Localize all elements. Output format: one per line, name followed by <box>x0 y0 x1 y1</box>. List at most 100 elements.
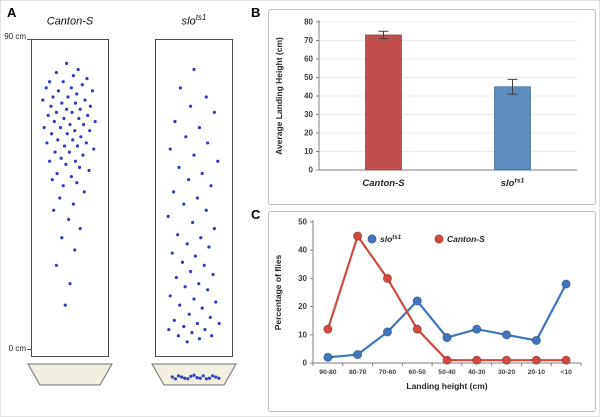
fly-dot <box>204 95 208 99</box>
data-point-slo <box>412 296 422 306</box>
fly-dot <box>65 132 69 136</box>
fly-dot <box>167 327 171 332</box>
panel-a-label: A <box>7 5 17 20</box>
data-point-Canton-S <box>531 355 542 365</box>
fly-dot <box>170 375 174 379</box>
y-tick-label: 50 <box>298 218 307 227</box>
fly-dot <box>210 334 214 338</box>
fly-dot <box>189 269 193 274</box>
fly-dot <box>177 165 181 169</box>
dish-canton-s <box>27 363 113 386</box>
fly-dot <box>178 303 182 307</box>
fly-dot <box>207 245 211 249</box>
x-category-label: Canton-S <box>362 178 405 189</box>
tube-canton-s <box>31 39 109 357</box>
fly-dot <box>68 122 72 127</box>
fly-dot <box>217 321 221 326</box>
fly-dot <box>69 86 73 90</box>
y-axis-title: Average Landing Height (cm) <box>274 37 284 155</box>
fly-dot <box>197 126 202 130</box>
fly-dot <box>62 144 67 148</box>
bar-chart-panel: 0 10 20 30 40 50 60 70 80 Canton-S slots1 Average L… <box>268 9 596 205</box>
tube-outline <box>31 39 109 357</box>
fly-dot <box>170 251 174 255</box>
fly-dot <box>44 86 48 90</box>
x-tick-label: 60-50 <box>409 369 427 376</box>
bar-Canton-S <box>365 34 402 171</box>
y-tick-label: 20 <box>304 129 313 138</box>
data-point-slo <box>323 352 333 363</box>
fly-dot <box>56 89 61 93</box>
tube-title-slo: slots1 <box>155 13 233 28</box>
fly-dot <box>45 141 49 145</box>
fly-dot <box>80 83 84 87</box>
fly-dot <box>173 377 177 381</box>
data-point-Canton-S <box>323 324 333 334</box>
legend-label-Canton-S: Canton-S <box>447 234 485 244</box>
fly-dot <box>58 196 62 200</box>
data-point-slo <box>442 332 452 343</box>
fly-dot <box>67 150 71 154</box>
legend-marker-slo <box>367 234 377 244</box>
fly-dot <box>54 110 58 114</box>
fly-dot <box>63 303 67 307</box>
fly-dot <box>168 294 172 298</box>
fly-dot <box>211 272 215 277</box>
fly-dot <box>78 227 82 231</box>
fly-dot <box>50 132 54 136</box>
y-tick-label: 0 <box>309 166 314 175</box>
fly-dot <box>41 98 45 102</box>
fly-dot <box>212 227 216 231</box>
line-chart-panel: 0 10 20 30 40 50 90-80 80-70 70-60 60-50 50-40 40-3… <box>268 211 596 412</box>
fly-dot <box>189 374 193 378</box>
bar-chart: 0 10 20 30 40 50 60 70 80 Canton-S slots1 Average L… <box>274 18 577 189</box>
fly-dot <box>92 147 96 151</box>
fly-dot <box>172 318 176 322</box>
y-tick-label: 30 <box>298 274 307 283</box>
fly-dot <box>192 373 196 377</box>
data-point-slo <box>382 327 393 337</box>
x-tick-label: 90-80 <box>319 369 337 376</box>
fly-dot <box>88 129 92 133</box>
fly-dot <box>197 282 201 286</box>
scale-0cm-label: 0 cm <box>8 344 26 353</box>
fly-dot <box>200 171 204 176</box>
fly-dot <box>214 300 218 304</box>
fly-dot <box>214 375 218 379</box>
fly-dot <box>84 141 88 145</box>
fly-dot <box>88 104 92 108</box>
fly-dot <box>76 67 80 72</box>
x-tick-label: 40-30 <box>468 369 486 376</box>
fly-dot <box>86 113 90 117</box>
fly-dot <box>52 119 56 124</box>
fly-dot <box>204 208 208 212</box>
fly-dot <box>82 190 86 194</box>
fly-dot <box>189 104 193 108</box>
fly-dot <box>198 376 202 380</box>
fly-dot <box>67 217 71 222</box>
fly-dot <box>77 116 81 121</box>
scale-tick-top <box>27 39 31 40</box>
fly-dot <box>173 119 177 124</box>
fly-dot <box>54 70 58 75</box>
x-category-label: slots1 <box>501 178 525 189</box>
y-tick-label: 0 <box>303 359 308 368</box>
fly-dot <box>65 107 69 111</box>
fly-dot <box>192 297 196 301</box>
data-point-slo <box>472 324 482 334</box>
data-point-Canton-S <box>352 231 363 241</box>
fly-dot <box>201 374 205 378</box>
fly-dot <box>211 374 215 378</box>
fly-dot <box>192 67 196 72</box>
fly-dot <box>48 80 52 84</box>
fly-dot <box>186 377 190 381</box>
fly-dot <box>185 340 189 344</box>
fly-dot <box>85 77 89 81</box>
fly-dot <box>184 135 188 139</box>
data-point-Canton-S <box>382 273 393 284</box>
fly-dot <box>48 159 52 163</box>
tube-title-slo-text: slo <box>181 15 196 28</box>
fly-dot <box>212 110 216 114</box>
dish-outline <box>27 363 113 386</box>
